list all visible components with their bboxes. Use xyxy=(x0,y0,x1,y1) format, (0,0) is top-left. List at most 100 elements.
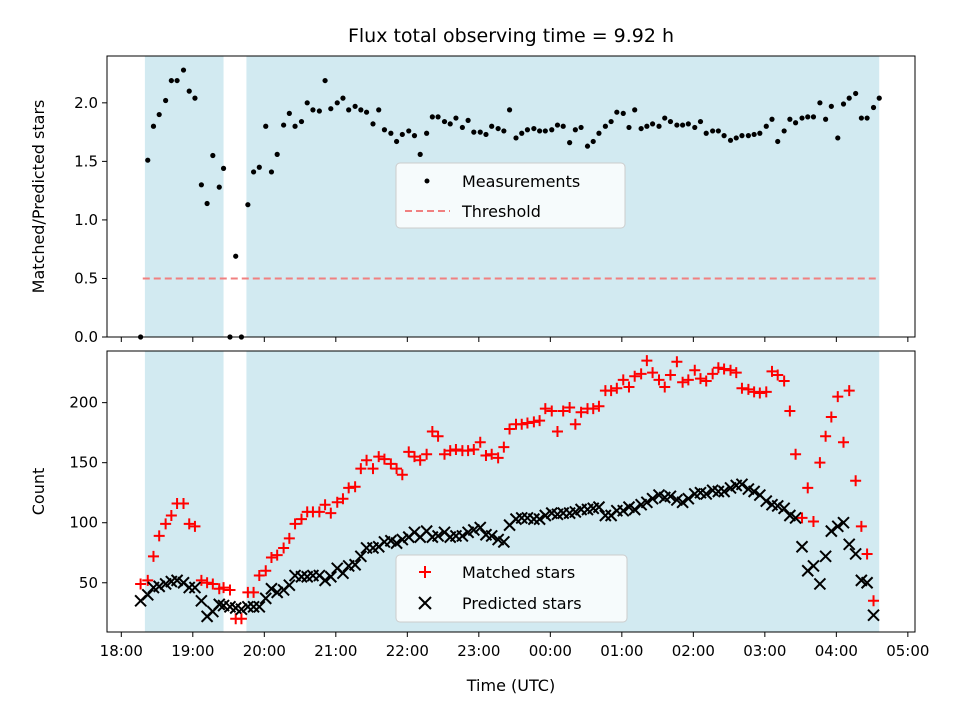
measurement-point xyxy=(292,123,298,129)
x-tick-label: 00:00 xyxy=(529,642,572,660)
matched-star-point xyxy=(218,582,230,594)
matched-star-point xyxy=(271,549,283,561)
predicted-star-point xyxy=(807,559,820,573)
measurement-point xyxy=(417,151,423,157)
predicted-star-point xyxy=(646,492,659,505)
predicted-star-point xyxy=(188,581,202,594)
measurement-point xyxy=(697,118,704,125)
matched-star-point xyxy=(575,406,587,418)
measurement-point xyxy=(858,115,864,121)
measurement-point xyxy=(471,129,477,135)
matched-star-point xyxy=(850,475,862,487)
count-legend-box xyxy=(395,554,628,623)
measurement-point xyxy=(524,127,531,133)
measurement-point xyxy=(638,125,644,132)
matched-star-point xyxy=(796,512,808,524)
measurement-point xyxy=(870,104,877,111)
measurement-point xyxy=(542,128,548,134)
predicted-star-point xyxy=(152,580,166,593)
matched-star-point xyxy=(653,374,665,386)
matched-star-point xyxy=(564,401,576,413)
measurement-point xyxy=(596,130,602,136)
matched-star-point xyxy=(569,418,581,430)
measurement-point xyxy=(192,95,198,101)
predicted-star-point xyxy=(183,581,196,594)
matched-star-point xyxy=(183,518,195,530)
matched-star-point xyxy=(855,520,867,532)
matched-star-point xyxy=(265,552,277,564)
measurement-point xyxy=(352,103,358,109)
matched-star-point xyxy=(331,496,343,508)
matched-star-point xyxy=(593,400,605,412)
matched-star-point xyxy=(504,423,516,435)
matched-star-point xyxy=(534,415,546,427)
chart-title: Flux total observing time = 9.92 h xyxy=(348,25,674,47)
predicted-star-point xyxy=(474,521,487,534)
predicted-star-point xyxy=(253,600,266,613)
matched-star-point xyxy=(736,382,748,394)
matched-star-point xyxy=(474,436,486,448)
measurement-point xyxy=(256,164,262,170)
matched-star-point xyxy=(325,507,337,519)
x-tick-label: 01:00 xyxy=(600,642,643,660)
measurement-point xyxy=(799,115,805,121)
predicted-star-point xyxy=(682,492,695,505)
matched-star-point xyxy=(142,574,154,586)
y-tick-label: 2.0 xyxy=(74,94,98,112)
predicted-star-point xyxy=(760,494,773,508)
ratio-legend: Measurements Threshold xyxy=(395,162,626,229)
matched-star-point xyxy=(492,452,504,464)
matched-star-point xyxy=(367,463,379,475)
measurement-point xyxy=(268,169,275,175)
count-panel-frame xyxy=(106,350,916,633)
ratio-y-axis: 0.0 0.5 1.0 1.5 2.0 xyxy=(74,94,107,346)
measurement-point xyxy=(626,124,632,131)
x-tick-label: 20:00 xyxy=(243,642,286,660)
matched-star-point xyxy=(319,499,331,511)
matched-star-point xyxy=(432,430,444,442)
matched-star-point xyxy=(700,375,712,387)
measurement-point xyxy=(198,182,204,188)
matched-star-point xyxy=(283,532,295,544)
predicted-star-point xyxy=(195,594,208,607)
measurement-point xyxy=(656,123,662,129)
measurement-point xyxy=(632,107,638,113)
matched-star-point xyxy=(629,370,641,382)
measurement-point xyxy=(388,130,394,136)
measurement-point xyxy=(781,128,787,134)
measurement-point xyxy=(810,114,817,120)
measurement-point xyxy=(163,97,169,104)
measurement-point xyxy=(805,114,811,120)
y-tick-label: 150 xyxy=(69,454,98,472)
matched-star-point xyxy=(253,570,265,582)
matched-star-point xyxy=(868,595,880,607)
matched-star-point xyxy=(414,454,426,466)
predicted-star-point xyxy=(348,558,362,571)
matched-star-point xyxy=(760,386,772,398)
measurement-point xyxy=(692,124,698,131)
matched-star-point xyxy=(343,482,355,494)
measurement-point xyxy=(334,100,340,106)
matched-star-point xyxy=(766,365,778,377)
matched-star-point xyxy=(611,382,623,394)
measurement-point xyxy=(168,77,174,84)
x-tick-label: 18:00 xyxy=(100,642,143,660)
measurement-point xyxy=(667,118,674,125)
predicted-star-point xyxy=(617,504,630,517)
matched-star-point xyxy=(289,518,301,530)
matched-star-point xyxy=(647,367,659,379)
matched-star-point xyxy=(361,454,373,466)
measurement-point xyxy=(644,123,650,129)
matched-star-point xyxy=(664,369,676,381)
measurement-point xyxy=(835,135,841,141)
matched-star-point xyxy=(587,403,599,415)
matched-star-point xyxy=(689,364,701,376)
matched-star-point xyxy=(486,448,498,460)
matched-star-point xyxy=(730,367,742,379)
matched-star-point xyxy=(677,376,689,388)
matched-star-point xyxy=(439,448,451,460)
predicted-star-point xyxy=(515,511,528,525)
predicted-star-point xyxy=(860,576,874,589)
measurement-point xyxy=(393,138,400,145)
matched-star-point xyxy=(725,364,737,376)
